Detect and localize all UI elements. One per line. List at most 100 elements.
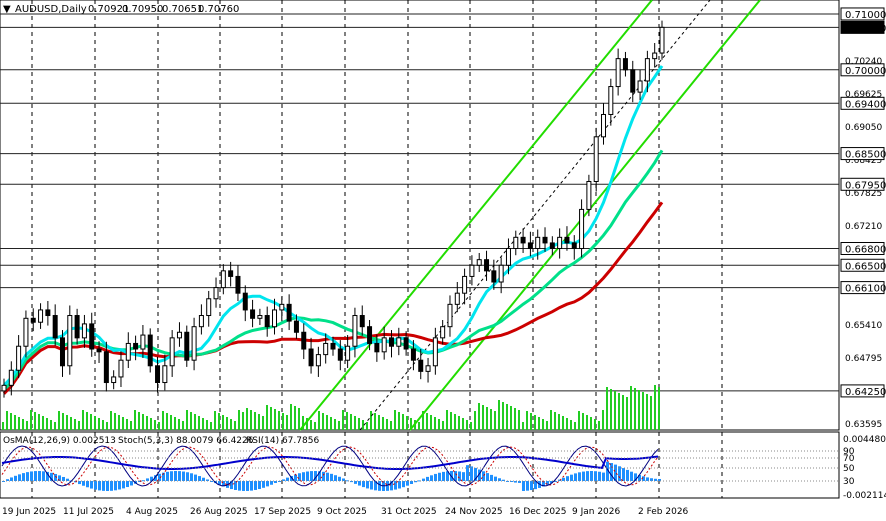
- candle-body: [264, 315, 270, 328]
- volume-bar: [154, 420, 156, 430]
- volume-bar: [58, 411, 60, 430]
- osma-bar: [406, 481, 409, 486]
- candle-body: [176, 331, 182, 339]
- volume-bar: [386, 419, 388, 430]
- candle-body: [155, 365, 161, 384]
- volume-bars: [2, 385, 660, 430]
- candle-body: [527, 242, 533, 250]
- stoch-level-label: 90: [843, 447, 855, 457]
- osma-bar: [198, 476, 201, 481]
- osma-bar: [94, 481, 97, 490]
- volume-bar: [370, 411, 372, 430]
- date-tick-label: 24 Nov 2025: [445, 507, 503, 517]
- osma-bar: [462, 472, 465, 481]
- channel-upper-line: [299, 0, 653, 431]
- candle-body: [622, 58, 628, 71]
- ma-slow-line: [2, 201, 664, 395]
- osma-bar: [186, 472, 189, 481]
- candle-body: [498, 264, 504, 283]
- candle-body: [579, 208, 585, 250]
- osma-bar: [646, 477, 649, 481]
- osma-bar: [230, 481, 233, 490]
- osma-bar: [426, 476, 429, 481]
- volume-bar: [646, 394, 648, 430]
- candle-body: [89, 323, 95, 350]
- price-level-box: [840, 242, 885, 256]
- date-tick-label: 17 Sep 2025: [254, 507, 311, 517]
- osma-bar: [58, 475, 61, 481]
- osma-bar: [502, 479, 505, 481]
- volume-bar: [510, 406, 512, 430]
- osma-bar: [222, 481, 225, 487]
- osma-bar: [206, 479, 209, 481]
- osma-bar: [454, 471, 457, 481]
- volume-bar: [54, 422, 56, 430]
- volume-bar: [374, 413, 376, 430]
- osma-bar: [614, 464, 617, 481]
- candle-body: [191, 326, 197, 361]
- volume-bar: [178, 419, 180, 430]
- volume-bar: [382, 417, 384, 430]
- osma-bar: [418, 480, 421, 482]
- candle-body: [535, 236, 541, 250]
- osma-bar: [578, 472, 581, 481]
- volume-bar: [110, 411, 112, 430]
- volume-bar: [98, 418, 100, 430]
- collapse-arrow-icon[interactable]: ▼: [3, 4, 11, 15]
- osma-bar: [238, 481, 241, 491]
- osma-bar: [298, 473, 301, 481]
- volume-bar: [222, 415, 224, 430]
- candle-body: [118, 359, 124, 378]
- osma-bar: [234, 481, 237, 491]
- osma-bar: [242, 481, 245, 491]
- volume-bar: [118, 415, 120, 430]
- osma-label: OsMA(12,26,9) 0.002513: [3, 436, 116, 446]
- price-level-label: 0.66800: [845, 245, 886, 256]
- osma-bar: [570, 474, 573, 481]
- chart-symbol: AUDUSD,Daily: [15, 4, 87, 15]
- volume-bar: [122, 417, 124, 430]
- stoch-level-label: 30: [843, 477, 855, 487]
- candle-body: [447, 303, 453, 328]
- candle-body: [23, 317, 29, 347]
- volume-bar: [542, 419, 544, 430]
- osma-bar: [514, 481, 517, 483]
- volume-bar: [462, 418, 464, 430]
- osma-bar: [510, 481, 513, 482]
- candle-body: [637, 80, 643, 93]
- channel-lower-line: [409, 0, 761, 431]
- volume-bar: [270, 407, 272, 430]
- candle-body: [235, 275, 241, 294]
- price-level-label: 0.70760: [845, 23, 886, 34]
- osma-bar: [62, 476, 65, 481]
- volume-bar: [194, 414, 196, 430]
- osma-bar: [546, 481, 549, 485]
- candle-body: [272, 309, 278, 328]
- volume-bar: [330, 417, 332, 430]
- candles[interactable]: [1, 20, 665, 398]
- stoch-level-label: 50: [843, 464, 855, 474]
- volume-bar: [182, 421, 184, 430]
- osma-bar: [534, 481, 537, 490]
- candle-body: [16, 345, 22, 371]
- volume-bar: [518, 410, 520, 430]
- osma-bar: [542, 481, 545, 487]
- price-level-box: [840, 281, 885, 295]
- volume-bar: [286, 415, 288, 430]
- osma-bar: [78, 481, 81, 485]
- osma-bar: [34, 471, 37, 481]
- osma-bar: [602, 472, 605, 481]
- osma-bar: [494, 476, 497, 481]
- osma-bar: [650, 478, 653, 481]
- volume-bar: [626, 397, 628, 430]
- volume-bar: [494, 411, 496, 430]
- volume-bar: [622, 395, 624, 430]
- volume-bar: [30, 410, 32, 430]
- volume-bar: [578, 411, 580, 430]
- price-level-label: 0.68500: [845, 150, 886, 161]
- volume-bar: [170, 415, 172, 430]
- low-value: 0.70651: [162, 4, 203, 15]
- candle-body: [410, 348, 416, 361]
